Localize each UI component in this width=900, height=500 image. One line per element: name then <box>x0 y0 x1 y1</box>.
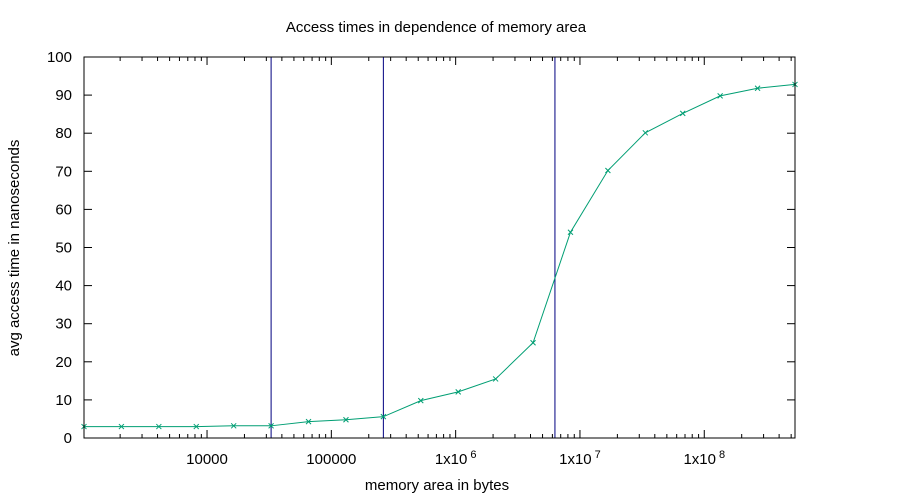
data-point <box>417 397 424 404</box>
y-axis-label: avg access time in nanoseconds <box>6 140 23 357</box>
point-marker-stroke <box>268 422 274 429</box>
data-point <box>155 423 162 430</box>
x-tick-label: 100000 <box>306 451 356 468</box>
y-tick-label: 40 <box>55 278 72 295</box>
point-marker-stroke <box>343 416 349 423</box>
y-tick-label: 0 <box>64 430 72 447</box>
x-tick-exponent: 6 <box>470 449 476 461</box>
data-series <box>81 81 798 430</box>
data-point <box>717 93 724 99</box>
data-point <box>642 129 649 136</box>
data-point <box>380 413 387 420</box>
point-marker-stroke <box>717 93 724 99</box>
point-marker-stroke <box>193 423 200 430</box>
data-point <box>455 389 462 395</box>
plot-frame <box>83 56 796 439</box>
y-tick-label: 80 <box>55 125 72 142</box>
x-tick-mantissa: 1x10 <box>683 451 716 468</box>
data-point <box>492 376 499 382</box>
data-point <box>268 422 274 429</box>
point-marker-stroke <box>380 413 387 420</box>
point-marker-stroke <box>492 376 499 382</box>
data-point <box>305 418 312 425</box>
point-marker-stroke <box>417 397 424 404</box>
x-tick-mantissa: 1x10 <box>435 451 468 468</box>
x-axis-label: memory area in bytes <box>365 477 509 494</box>
point-marker-stroke <box>305 418 312 425</box>
data-point <box>530 339 536 346</box>
point-marker-stroke <box>530 339 536 346</box>
data-point <box>754 85 761 92</box>
x-tick-mantissa: 1x10 <box>559 451 592 468</box>
series-line <box>84 83 796 428</box>
point-marker-stroke <box>679 110 686 117</box>
point-marker-stroke <box>230 422 237 429</box>
y-tick-label: 20 <box>55 354 72 371</box>
x-tick-label: 1x10 8 <box>683 449 725 468</box>
data-point <box>230 422 237 429</box>
data-point <box>193 423 200 430</box>
data-point <box>605 167 611 174</box>
y-tick-label: 70 <box>55 163 72 180</box>
x-tick-label: 10000 <box>186 451 228 468</box>
data-point <box>679 110 686 117</box>
chart-title: Access times in dependence of memory are… <box>286 19 587 36</box>
y-tick-label: 30 <box>55 316 72 333</box>
point-marker-stroke <box>455 389 462 395</box>
x-tick-exponent: 8 <box>719 449 725 461</box>
x-tick-label: 1x10 7 <box>559 449 601 468</box>
point-marker-stroke <box>754 85 761 92</box>
data-point <box>567 229 574 236</box>
point-marker-stroke <box>155 423 162 430</box>
y-tick-label: 10 <box>55 392 72 409</box>
x-tick-exponent: 7 <box>595 449 601 461</box>
point-marker-stroke <box>642 129 649 136</box>
y-tick-label: 100 <box>47 49 72 66</box>
y-tick-label: 90 <box>55 87 72 104</box>
reference-lines <box>270 57 556 438</box>
y-tick-label: 50 <box>55 240 72 257</box>
point-marker-stroke <box>118 423 125 430</box>
data-point <box>118 423 125 430</box>
y-tick-label: 60 <box>55 201 72 218</box>
point-marker-stroke <box>567 229 574 236</box>
point-marker-stroke <box>605 167 611 174</box>
x-tick-label: 1x10 6 <box>435 449 477 468</box>
data-point <box>343 416 349 423</box>
